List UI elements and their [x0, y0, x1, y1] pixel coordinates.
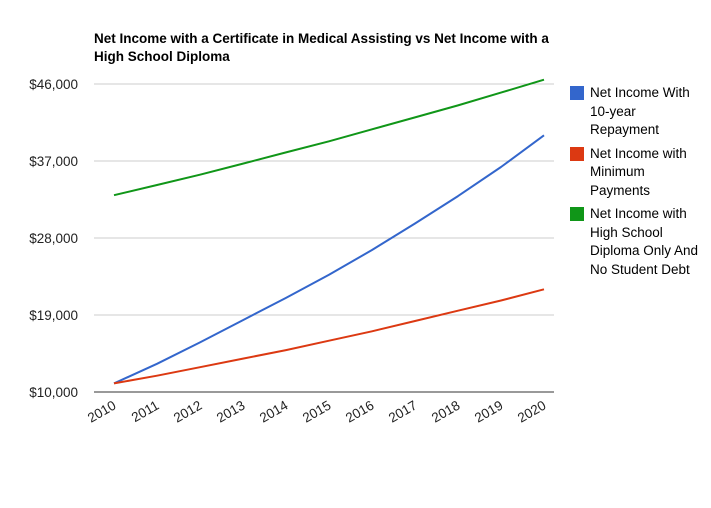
- legend-item: Net Income With 10-year Repayment: [570, 84, 706, 140]
- legend-label: Net Income With 10-year Repayment: [590, 85, 690, 137]
- series-line-3: [113, 78, 545, 197]
- x-tick-label: 2011: [129, 398, 162, 426]
- chart-title: Net Income with a Certificate in Medical…: [94, 31, 549, 64]
- legend-item: Net Income with High School Diploma Only…: [570, 205, 706, 279]
- series-line-2: [113, 288, 545, 385]
- x-tick-label: 2012: [171, 398, 205, 426]
- y-axis-tick-labels: $10,000 $19,000 $28,000 $37,000 $46,000: [29, 77, 78, 400]
- legend-swatch: [570, 207, 584, 221]
- gridlines: [94, 83, 554, 393]
- legend-label: Net Income with Minimum Payments: [590, 145, 687, 198]
- y-tick-label: $10,000: [29, 385, 78, 400]
- legend-label: Net Income with High School Diploma Only…: [590, 206, 699, 277]
- x-tick-label: 2017: [386, 398, 420, 426]
- y-tick-label: $37,000: [29, 154, 78, 169]
- y-tick-label: $19,000: [29, 308, 78, 323]
- y-tick-label: $46,000: [29, 77, 78, 92]
- x-tick-label: 2020: [515, 398, 549, 426]
- y-tick-label: $28,000: [29, 231, 78, 246]
- x-tick-label: 2013: [214, 398, 248, 426]
- series-lines: [113, 78, 545, 385]
- x-axis-tick-labels: 2010 2011 2012 2013 2014 2015 2016 2017 2018 2019…: [85, 397, 549, 425]
- x-tick-label: 2018: [429, 398, 463, 426]
- x-tick-label: 2016: [343, 398, 377, 426]
- x-tick-label: 2019: [472, 398, 506, 426]
- series-line-1: [113, 134, 545, 385]
- legend-swatch: [570, 86, 584, 100]
- legend-item: Net Income with Minimum Payments: [570, 145, 706, 201]
- legend: Net Income With 10-year Repayment Net Inc…: [570, 84, 706, 284]
- x-tick-label: 2014: [257, 397, 291, 425]
- x-tick-label: 2015: [300, 398, 334, 426]
- legend-swatch: [570, 146, 584, 161]
- x-tick-label: 2010: [85, 398, 119, 426]
